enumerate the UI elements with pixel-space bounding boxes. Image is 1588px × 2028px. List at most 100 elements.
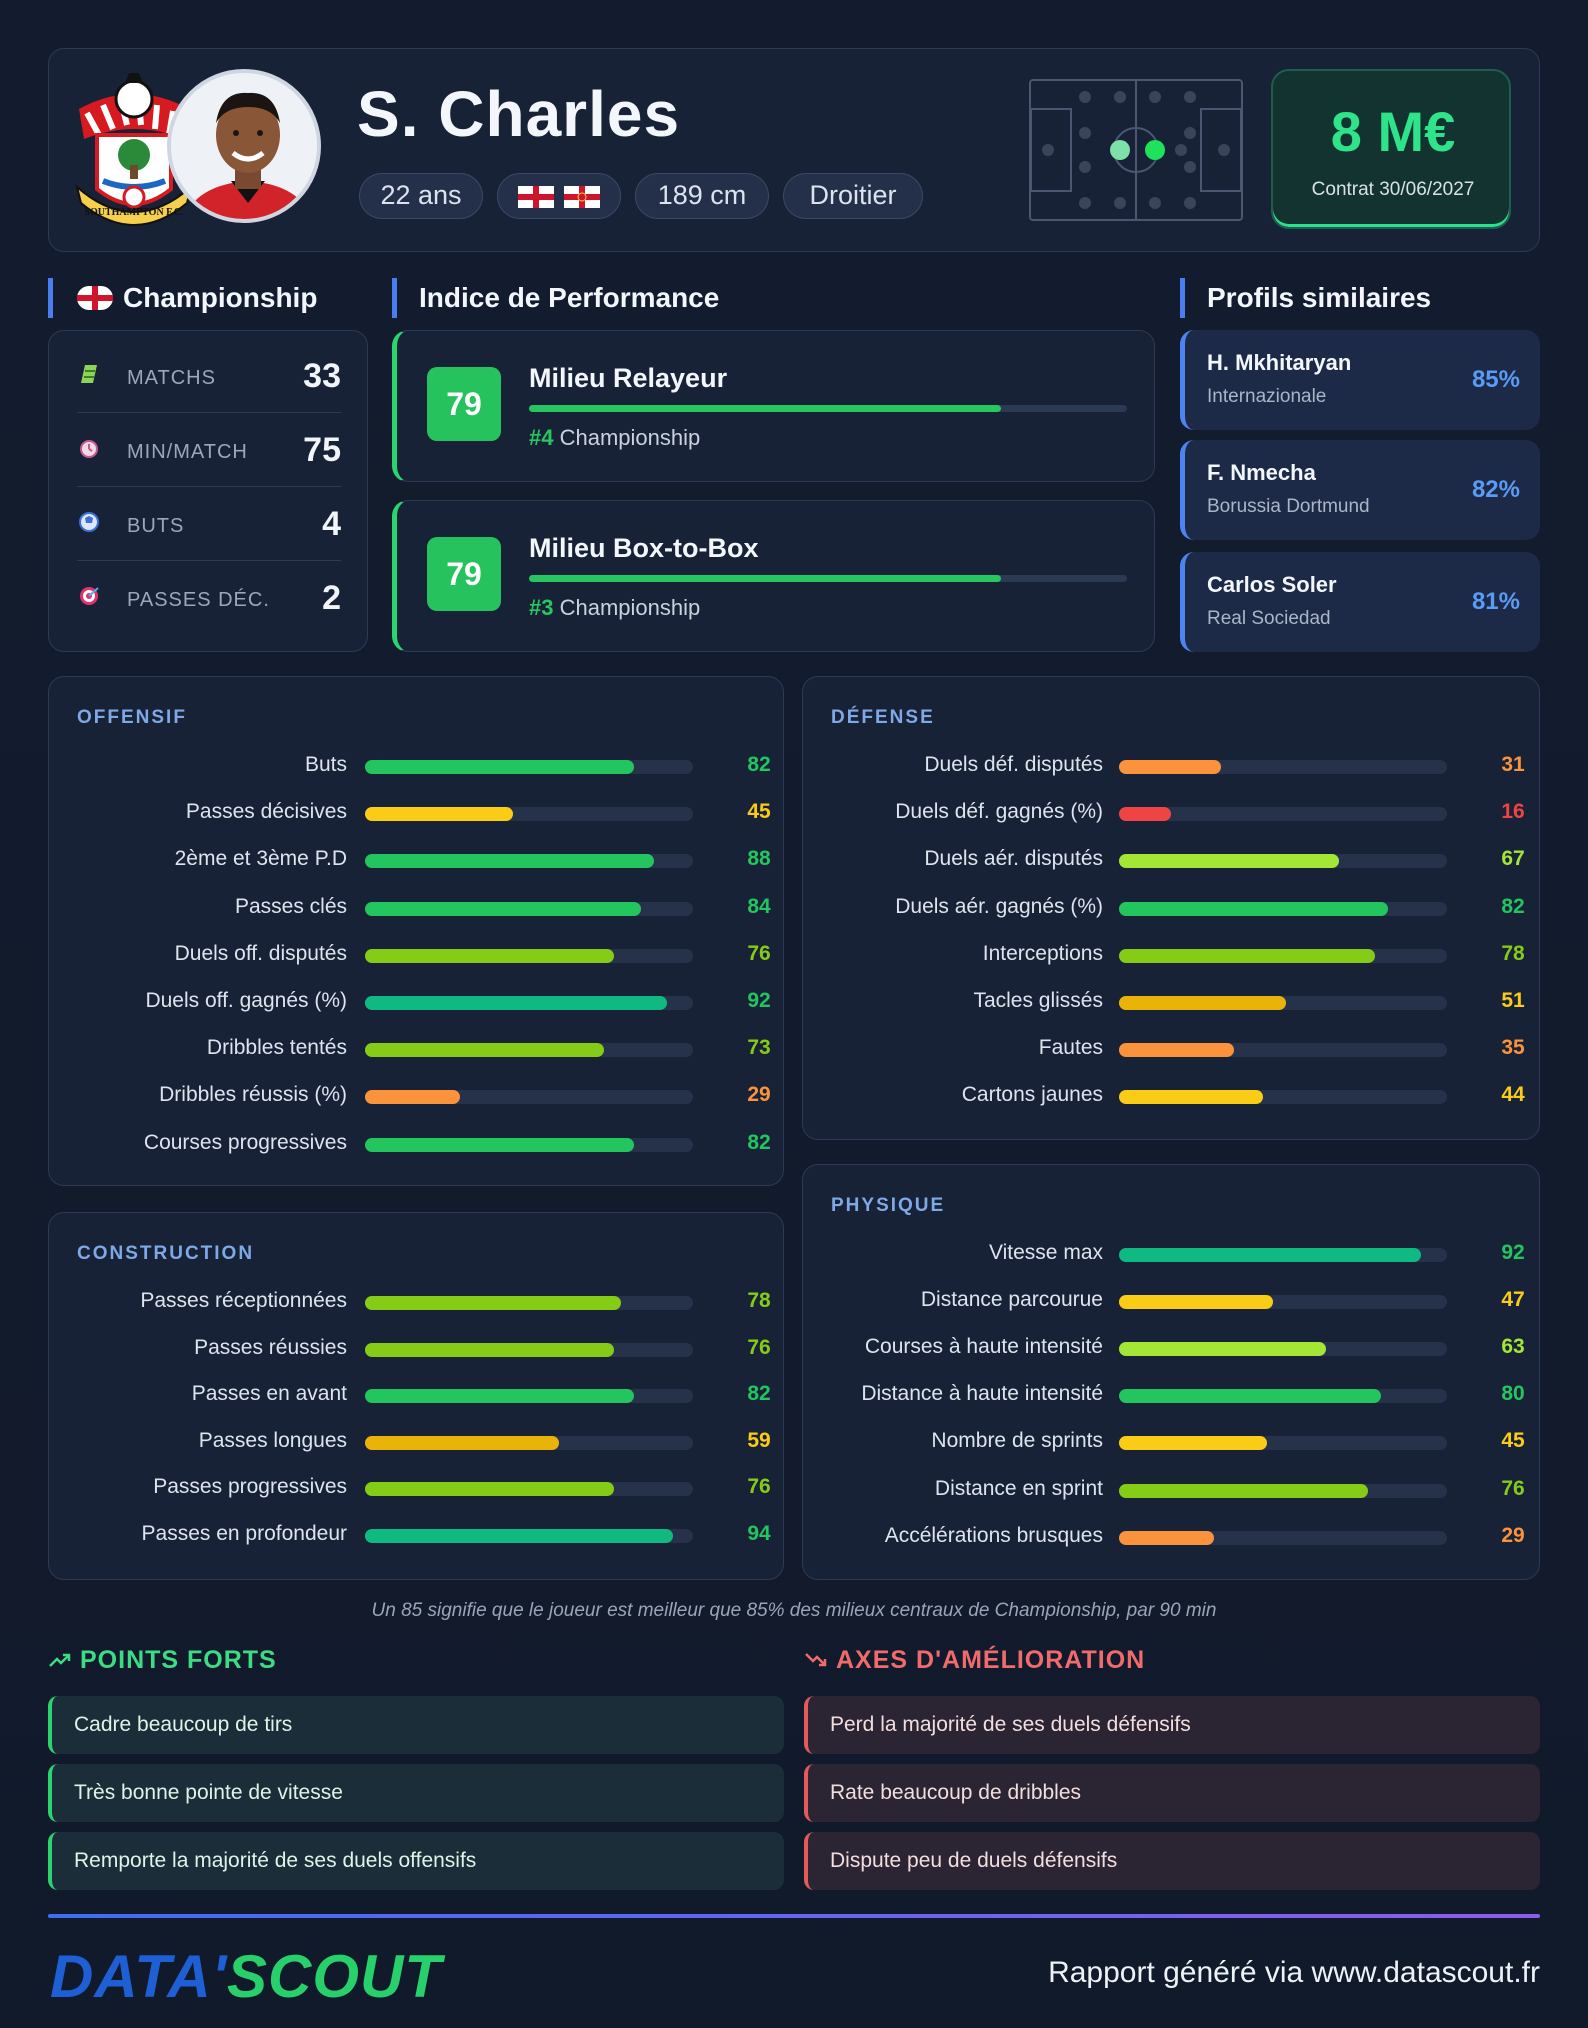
metric-row: Passes en profondeur 94 (49, 1516, 783, 1556)
similar-profile-card[interactable]: F. Nmecha Borussia Dortmund 82% (1180, 440, 1540, 540)
similar-profiles-heading: Profils similaires (1180, 278, 1431, 318)
club-crest: SOUTHAMPTON F.C. (69, 69, 199, 229)
metric-label: Nombre de sprints (931, 1429, 1103, 1453)
metric-row: Passes décisives 45 (49, 794, 783, 834)
construction-panel: CONSTRUCTION Passes réceptionnées 78 Passe… (48, 1212, 784, 1580)
metric-row: Passes réceptionnées 78 (49, 1283, 783, 1323)
metric-value: 84 (747, 894, 771, 918)
metric-value: 92 (1501, 1241, 1525, 1264)
similarity-percent: 81% (1471, 588, 1520, 615)
season-stats-card: MATCHS 33 MIN/MATCH 75 BUTS 4 PASSES DÉC… (48, 330, 368, 652)
metric-bar-track (1119, 1342, 1447, 1357)
metric-bar-fill (365, 854, 654, 869)
stat-row-matches: MATCHS 33 (77, 341, 341, 413)
performance-bar (529, 575, 1127, 582)
metric-value: 80 (1501, 1382, 1525, 1406)
metric-bar-fill (365, 1090, 461, 1105)
metric-label: Duels aér. disputés (924, 847, 1103, 871)
performance-heading: Indice de Performance (392, 278, 719, 318)
role-rank: #3 Championship (529, 595, 701, 620)
metric-bar-fill (1119, 1530, 1215, 1545)
similar-player-club: Borussia Dortmund (1207, 496, 1370, 517)
metric-bar-track (365, 1389, 693, 1404)
panel-title: OFFENSIF (77, 707, 187, 728)
metric-value: 82 (1501, 894, 1525, 918)
panel-title: DÉFENSE (831, 707, 935, 728)
metric-row: Duels déf. gagnés (%) 16 (803, 794, 1539, 834)
metric-label: Buts (304, 753, 347, 776)
metric-row: Fautes 35 (803, 1030, 1539, 1070)
metric-row: Nombre de sprints 45 (803, 1423, 1539, 1463)
metric-bar-fill (365, 996, 667, 1010)
position-pitch (1029, 79, 1243, 221)
metric-bar-fill (365, 1342, 615, 1357)
footer-link[interactable]: Rapport généré via www.datascout.fr (1048, 1956, 1540, 1989)
metric-bar-fill (365, 1137, 634, 1152)
player-photo (167, 69, 321, 223)
england-flag-icon (518, 186, 554, 208)
metric-row: Accélérations brusques 29 (803, 1518, 1539, 1558)
similarity-percent: 82% (1471, 476, 1520, 503)
trend-up-icon (49, 1653, 71, 1667)
physics-panel: PHYSIQUE Vitesse max 92 Distance parcourue… (802, 1164, 1540, 1580)
metric-row: Passes longues 59 (49, 1423, 783, 1463)
metric-row: Distance à haute intensité 80 (803, 1376, 1539, 1416)
metric-bar-track (365, 807, 693, 822)
metric-bar-track (365, 996, 693, 1010)
league-heading: Championship (48, 278, 317, 318)
metric-bar-track (365, 854, 693, 869)
metric-label: Distance en sprint (934, 1476, 1103, 1500)
metric-row: 2ème et 3ème P.D 88 (49, 841, 783, 881)
metric-row: Passes en avant 82 (49, 1376, 783, 1416)
metric-row: Duels aér. gagnés (%) 82 (803, 889, 1539, 929)
metric-label: Passes réussies (194, 1335, 347, 1359)
metric-value: 78 (747, 1289, 771, 1312)
metric-bar-track (1119, 901, 1447, 916)
metric-row: Interceptions 78 (803, 936, 1539, 976)
northern-ireland-flag-icon (564, 186, 600, 208)
metric-bar-fill (1119, 996, 1287, 1010)
metric-row: Distance parcourue 47 (803, 1282, 1539, 1322)
metric-value: 76 (747, 1475, 771, 1499)
league-name: Championship (123, 282, 318, 313)
contract-date: Contrat 30/06/2027 (1311, 179, 1475, 200)
metric-bar-track (365, 1342, 693, 1357)
datascout-logo[interactable]: DATA'SCOUT (50, 1943, 443, 2010)
metric-row: Vitesse max 92 (803, 1235, 1539, 1275)
similar-profile-card[interactable]: Carlos Soler Real Sociedad 81% (1180, 552, 1540, 652)
metric-row: Duels off. gagnés (%) 92 (49, 983, 783, 1023)
metric-bar-track (365, 760, 693, 774)
england-flag-icon (77, 286, 113, 310)
weakness-item: Rate beaucoup de dribbles (804, 1764, 1540, 1822)
metric-value: 76 (747, 941, 771, 965)
secondary-position-dot (1110, 140, 1130, 160)
foot-pill: Droitier (783, 173, 923, 219)
metric-bar-track (1119, 807, 1447, 822)
metric-value: 78 (1501, 941, 1525, 965)
metric-bar-track (365, 1435, 693, 1450)
metric-bar-track (365, 1137, 693, 1152)
stat-row-assists: PASSES DÉC. 2 (77, 563, 341, 635)
metric-row: Courses progressives 82 (49, 1125, 783, 1165)
metric-value: 47 (1501, 1288, 1525, 1312)
metric-label: Duels off. gagnés (%) (145, 989, 347, 1012)
metric-bar-fill (365, 901, 641, 916)
metric-label: Courses progressives (143, 1130, 347, 1154)
metric-label: Tacles glissés (973, 989, 1103, 1012)
metric-label: Dribbles tentés (206, 1036, 347, 1060)
trend-down-icon (805, 1653, 827, 1667)
percentile-note: Un 85 signifie que le joueur est meilleu… (371, 1600, 1217, 1621)
metric-bar-track (365, 1482, 693, 1497)
metric-bar-track (365, 948, 693, 963)
metric-label: Passes longues (198, 1428, 347, 1452)
nationality-pill (497, 173, 621, 219)
metric-value: 45 (1501, 1429, 1525, 1453)
height-pill: 189 cm (635, 173, 769, 219)
primary-position-dot (1145, 140, 1165, 160)
pitch-icon (77, 363, 101, 387)
similar-profile-card[interactable]: H. Mkhitaryan Internazionale 85% (1180, 330, 1540, 430)
market-value-card: 8 M€ Contrat 30/06/2027 (1271, 69, 1511, 229)
age-pill: 22 ans (359, 173, 483, 219)
offensive-panel: OFFENSIF Buts 82 Passes décisives 45 2ème et… (48, 676, 784, 1186)
weaknesses-heading: AXES D'AMÉLIORATION (804, 1646, 1145, 1675)
